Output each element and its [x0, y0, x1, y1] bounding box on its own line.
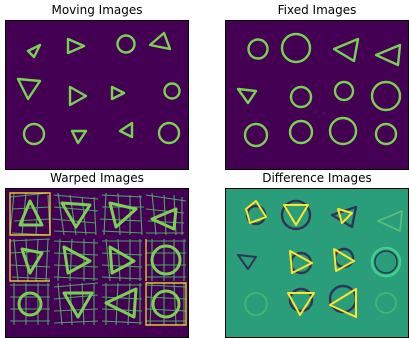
triangle-shape: [68, 85, 88, 107]
warped-triangle-shape: [150, 207, 178, 231]
difference-triangle-shape: [283, 204, 309, 226]
moving-images-canvas: [16, 31, 181, 146]
triangle-shape: [148, 31, 172, 51]
warped-circle-shape: [150, 244, 182, 276]
difference-triangle-shape: [329, 288, 357, 318]
difference-images-panel: [225, 188, 409, 338]
circle-shape: [157, 121, 181, 145]
warped-triangle-shape: [62, 245, 92, 275]
difference-triangle-shape: [337, 208, 353, 224]
circle-shape: [247, 38, 269, 60]
difference-circle-shape: [288, 287, 314, 313]
triangle-shape: [70, 129, 88, 145]
difference-triangle-shape: [333, 248, 355, 272]
warped-circle-shape: [151, 289, 181, 319]
circle-shape: [116, 34, 136, 54]
circle-shape: [243, 122, 269, 148]
difference-triangle-shape: [237, 254, 257, 270]
difference-circle-shape: [328, 284, 358, 314]
difference-images-title: Difference Images: [262, 171, 372, 185]
warped-circle-shape: [17, 291, 43, 317]
triangle-shape: [118, 121, 134, 139]
difference-circle-shape: [374, 250, 398, 274]
difference-triangle-shape: [245, 200, 267, 224]
difference-images-canvas: [237, 199, 403, 318]
circle-shape: [288, 119, 314, 145]
circle-shape: [374, 122, 398, 146]
triangle-shape: [236, 87, 258, 105]
triangle-shape: [332, 37, 360, 63]
circle-shape: [333, 80, 355, 102]
difference-triangle-shape: [287, 292, 315, 316]
warped-triangle-shape: [20, 247, 44, 275]
triangle-shape: [66, 37, 86, 55]
difference-circle-shape: [244, 292, 268, 316]
difference-triangle-shape: [289, 250, 313, 274]
circle-shape: [328, 116, 358, 146]
fixed-images-title: Fixed Images: [277, 3, 357, 17]
difference-circle-shape: [375, 292, 397, 314]
circle-shape: [370, 80, 402, 112]
warped-triangle-shape: [60, 201, 92, 229]
warped-images-title: Warped Images: [50, 171, 144, 185]
moving-images-panel: [5, 20, 189, 170]
fixed-images-panel: [225, 20, 409, 170]
difference-circle-shape: [370, 246, 402, 278]
warped-triangle-shape: [62, 291, 94, 319]
triangle-shape: [26, 43, 42, 59]
triangle-shape: [374, 43, 402, 67]
warped-triangle-shape: [108, 245, 136, 275]
warped-images-panel: [5, 188, 189, 338]
warped-triangle-shape: [104, 287, 138, 319]
fixed-images-canvas: [236, 32, 402, 148]
warped-triangle-shape: [108, 201, 138, 229]
difference-triangle-shape: [377, 210, 403, 232]
circle-shape: [163, 82, 181, 100]
circle-shape: [22, 122, 46, 146]
warped-triangle-shape: [18, 199, 44, 227]
difference-circle-shape: [280, 199, 312, 231]
circle-shape: [289, 85, 313, 109]
triangle-shape: [16, 77, 42, 101]
circle-shape: [280, 32, 312, 64]
warped-images-canvas: [9, 192, 187, 326]
triangle-shape: [110, 85, 126, 101]
moving-images-title: Moving Images: [51, 3, 143, 17]
